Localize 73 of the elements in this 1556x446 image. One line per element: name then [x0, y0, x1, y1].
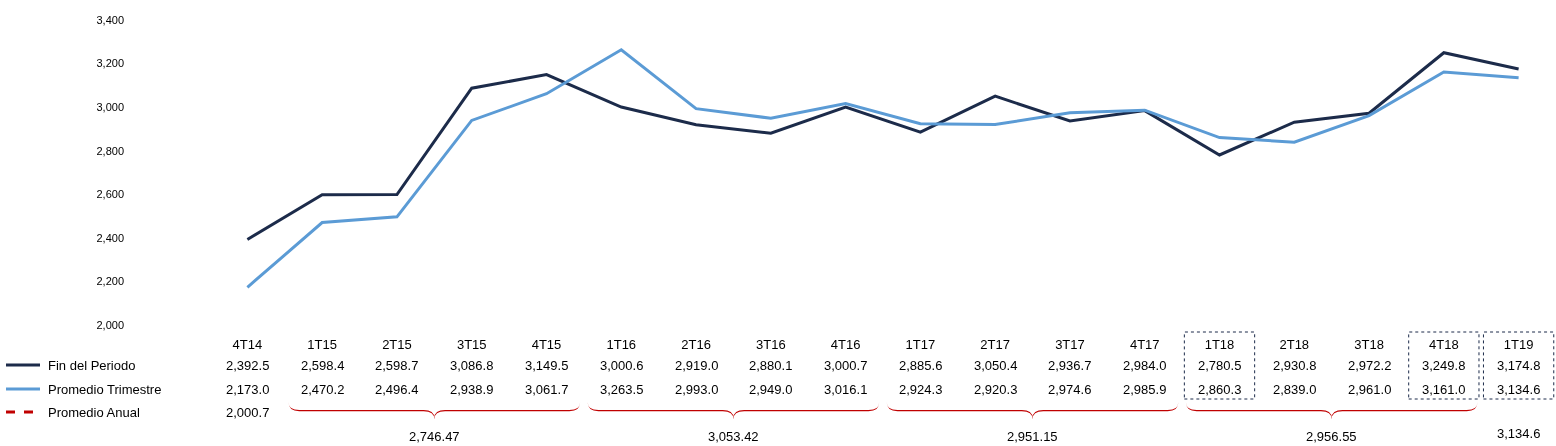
data-label: 3,249.8	[1422, 358, 1466, 373]
text: 2,951.15	[1007, 429, 1058, 444]
y-tick-label: 2,000	[96, 318, 124, 331]
data-label: 2,920.3	[974, 382, 1018, 397]
text: 3,134.6	[1497, 426, 1541, 441]
data-label: 2,961.0	[1348, 382, 1392, 397]
data-label: 2,985.9	[1123, 382, 1167, 397]
data-label: 3,016.1	[824, 382, 868, 397]
data-label: 3,061.7	[525, 382, 569, 397]
y-tick-label: 3,000	[96, 100, 124, 113]
data-label: 3,174.8	[1497, 358, 1541, 373]
text: 2,746.47	[409, 429, 460, 444]
text: 3,053.42	[708, 429, 759, 444]
x-tick-label: 2T16	[681, 337, 711, 352]
x-tick-label: 1T16	[606, 337, 637, 352]
data-label: 2,885.6	[899, 358, 943, 373]
y-tick-label: 2,200	[96, 275, 124, 288]
data-label: 2,598.4	[301, 358, 345, 373]
data-label: 2,984.0	[1123, 358, 1167, 373]
data-label: 2,993.0	[675, 382, 719, 397]
x-tick-label: 4T14	[232, 337, 263, 352]
data-label: 3,149.5	[525, 358, 569, 373]
data-label: 2,392.5	[226, 358, 270, 373]
x-tick-label: 1T19	[1503, 337, 1534, 352]
data-label: 3,161.0	[1422, 382, 1466, 397]
x-tick-label: 4T15	[531, 337, 562, 352]
x-tick-label: 3T18	[1354, 337, 1384, 352]
data-label: 2,924.3	[899, 382, 943, 397]
data-label: 2,972.2	[1348, 358, 1392, 373]
x-tick-label: 2T18	[1279, 337, 1310, 352]
line-series	[245, 48, 1521, 289]
legend-label: Fin del Periodo	[48, 358, 136, 373]
x-tick-label: 2T15	[382, 337, 412, 352]
data-label: 2,919.0	[675, 358, 719, 373]
data-label: 3,050.4	[974, 358, 1018, 373]
data-label: 2,598.7	[375, 358, 419, 373]
x-tick-label: 1T18	[1204, 337, 1235, 352]
data-label: 2,780.5	[1198, 358, 1242, 373]
data-label: 2,496.4	[375, 382, 419, 397]
data-label: 2,974.6	[1048, 382, 1092, 397]
data-label: 3,000.6	[600, 358, 644, 373]
data-label: 3,263.5	[600, 382, 644, 397]
x-tick-label: 3T17	[1055, 337, 1085, 352]
data-label: 2,839.0	[1273, 382, 1317, 397]
text: 2,956.55	[1306, 429, 1357, 444]
x-tick-label: 3T15	[456, 337, 487, 352]
legend-label: Promedio Trimestre	[48, 382, 162, 397]
data-label: 3,086.8	[450, 358, 494, 373]
data-label: 3,134.6	[1497, 382, 1541, 397]
data-label: 2,930.8	[1273, 358, 1317, 373]
x-tick-label: 4T17	[1129, 337, 1160, 352]
legend-label: Promedio Anual	[48, 405, 140, 420]
x-tick-label: 1T15	[307, 337, 337, 352]
x-tick-label: 2T17	[980, 337, 1010, 352]
y-tick-label: 3,400	[96, 13, 124, 26]
x-tick-label: 4T16	[830, 337, 861, 352]
data-label: 2,880.1	[749, 358, 793, 373]
x-tick-label: 1T17	[905, 337, 936, 352]
data-label: 2,860.3	[1198, 382, 1242, 397]
text: 2,000.7	[226, 405, 270, 420]
x-tick-label: 3T16	[756, 337, 786, 352]
data-label: 3,000.7	[824, 358, 868, 373]
data-label: 2,938.9	[450, 382, 494, 397]
x-tick-label: 4T18	[1429, 337, 1459, 352]
y-tick-label: 2,400	[96, 231, 124, 244]
data-label: 2,936.7	[1048, 358, 1092, 373]
y-tick-label: 2,800	[96, 144, 124, 157]
data-label: 2,173.0	[226, 382, 270, 397]
data-label: 2,470.2	[301, 382, 345, 397]
y-tick-label: 2,600	[96, 188, 124, 201]
data-label: 2,949.0	[749, 382, 793, 397]
line-series	[245, 51, 1521, 241]
y-tick-label: 3,200	[96, 57, 124, 70]
